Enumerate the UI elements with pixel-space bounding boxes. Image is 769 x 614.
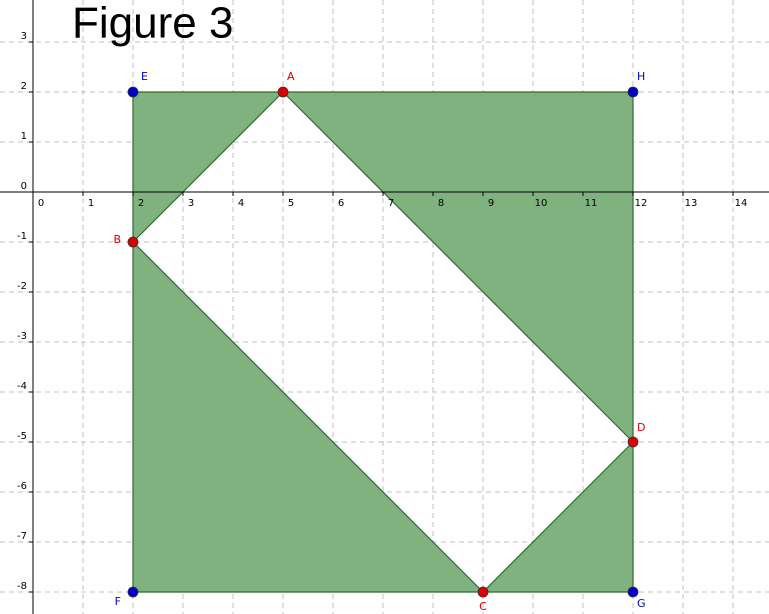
x-tick-label: 0: [38, 198, 44, 209]
point: [127, 586, 139, 598]
y-tick-label: -8: [17, 581, 27, 592]
point-label: B: [113, 233, 121, 246]
y-tick-label: 3: [21, 31, 27, 42]
point: [277, 86, 289, 98]
x-tick-label: 5: [288, 198, 294, 209]
y-tick-label: 1: [21, 131, 27, 142]
x-tick-label: 3: [188, 198, 194, 209]
y-tick-label: 0: [21, 181, 27, 192]
x-tick-label: 4: [238, 198, 244, 209]
x-tick-label: 12: [635, 198, 648, 209]
point-label: F: [115, 595, 121, 608]
x-tick-label: 10: [535, 198, 548, 209]
y-tick-label: -1: [17, 231, 27, 242]
y-tick-label: -2: [17, 281, 27, 292]
x-tick-label: 2: [138, 198, 144, 209]
point-label: C: [479, 600, 487, 613]
x-tick-label: 8: [438, 198, 444, 209]
x-tick-label: 14: [735, 198, 748, 209]
x-tick-label: 9: [488, 198, 494, 209]
chart-title: Figure 3: [72, 0, 233, 48]
point: [127, 86, 139, 98]
point-label: D: [637, 421, 645, 434]
point: [627, 586, 639, 598]
x-tick-label: 11: [585, 198, 598, 209]
point: [627, 86, 639, 98]
y-tick-label: 2: [21, 81, 27, 92]
x-tick-label: 6: [338, 198, 344, 209]
point: [127, 236, 139, 248]
points: E F G H A B C D: [113, 70, 645, 613]
y-tick-label: -5: [17, 431, 27, 442]
x-tick-label: 13: [685, 198, 698, 209]
y-tick-label: -3: [17, 331, 27, 342]
point: [477, 586, 489, 598]
point-label: H: [637, 70, 645, 83]
x-tick-label: 7: [388, 198, 394, 209]
y-tick-label: -7: [17, 531, 27, 542]
point-label: G: [637, 597, 646, 610]
y-tick-label: -6: [17, 481, 27, 492]
y-tick-label: -4: [17, 381, 27, 392]
point-label: E: [141, 70, 148, 83]
point: [627, 436, 639, 448]
point-label: A: [287, 70, 295, 83]
x-tick-label: 1: [88, 198, 94, 209]
